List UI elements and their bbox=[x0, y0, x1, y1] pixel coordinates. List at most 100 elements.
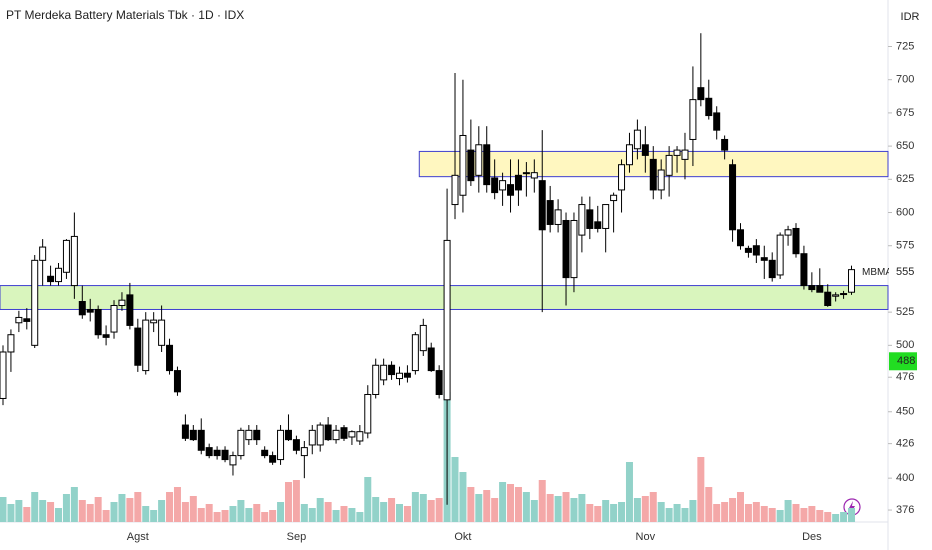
volume-bar bbox=[713, 504, 721, 522]
candle-body bbox=[324, 424, 332, 441]
volume-bar bbox=[150, 510, 158, 522]
volume-bar bbox=[292, 480, 300, 522]
candle-body bbox=[94, 308, 102, 336]
volume-bar bbox=[435, 498, 443, 522]
volume-bar bbox=[316, 498, 324, 522]
candle-body bbox=[721, 138, 729, 151]
candle-body bbox=[142, 319, 150, 372]
volume-bar bbox=[697, 457, 705, 522]
y-tick-label: 476 bbox=[896, 371, 914, 383]
volume-bar bbox=[467, 487, 475, 522]
last-price-label: 555 bbox=[896, 266, 914, 278]
volume-bar bbox=[102, 510, 110, 522]
candle-body bbox=[277, 429, 285, 461]
y-tick-label: 525 bbox=[896, 306, 914, 318]
candle-body bbox=[816, 285, 824, 293]
volume-bar bbox=[300, 504, 308, 522]
volume-bar bbox=[824, 512, 832, 522]
candle-body bbox=[166, 344, 174, 372]
candle-body bbox=[411, 334, 419, 372]
volume-bar bbox=[94, 497, 102, 522]
volume-bar bbox=[396, 504, 403, 522]
candle-body bbox=[39, 246, 47, 261]
candle-body bbox=[356, 431, 364, 442]
candle-body bbox=[562, 219, 570, 279]
volume-bar bbox=[372, 497, 380, 522]
candle-body bbox=[0, 351, 7, 399]
volume-bar bbox=[189, 496, 197, 522]
volume-bar bbox=[792, 504, 800, 522]
currency[interactable]: IDR bbox=[901, 11, 920, 23]
candle-body bbox=[7, 334, 15, 353]
volume-bar bbox=[7, 504, 15, 522]
candle-body bbox=[784, 229, 792, 236]
candle-body bbox=[507, 184, 515, 196]
volume-bar bbox=[530, 500, 538, 522]
chart-title: PT Merdeka Battery Materials Tbk · 1D · … bbox=[6, 8, 244, 22]
volume-bar bbox=[586, 504, 594, 522]
volume-bar bbox=[816, 510, 824, 522]
volume-bar bbox=[324, 502, 332, 522]
volume-bar bbox=[459, 472, 467, 522]
candle-body bbox=[800, 253, 808, 287]
volume-bar bbox=[451, 457, 459, 522]
candle-body bbox=[23, 318, 31, 322]
volume-bar bbox=[308, 508, 316, 522]
volume-bar bbox=[118, 494, 126, 522]
candle-body bbox=[388, 364, 396, 376]
volume-bar bbox=[380, 502, 388, 522]
volume-bar bbox=[70, 487, 78, 522]
volume-bar bbox=[499, 482, 507, 522]
candle-body bbox=[86, 308, 94, 313]
volume-bar bbox=[832, 514, 840, 522]
volume-bar bbox=[546, 494, 554, 522]
volume-bar bbox=[388, 498, 396, 522]
volume-bar bbox=[205, 504, 213, 522]
volume-bar bbox=[625, 462, 633, 522]
candle-body bbox=[316, 424, 324, 446]
y-tick-label: 400 bbox=[896, 472, 914, 484]
candle-body bbox=[625, 144, 633, 166]
volume-bar bbox=[340, 506, 348, 522]
candle-body bbox=[300, 447, 308, 457]
volume-bar bbox=[229, 506, 237, 522]
y-tick-label: 725 bbox=[896, 40, 914, 52]
candle-body bbox=[673, 149, 681, 156]
y-tick-label: 600 bbox=[896, 206, 914, 218]
candle-body bbox=[427, 347, 435, 372]
candle-body bbox=[110, 304, 118, 333]
volume-bar bbox=[277, 502, 285, 522]
volume-bar bbox=[705, 487, 713, 522]
candle-body bbox=[570, 219, 578, 279]
candle-body bbox=[348, 431, 356, 438]
volume-bar bbox=[665, 508, 673, 522]
volume-bar bbox=[142, 506, 150, 522]
x-tick-label: Nov bbox=[636, 531, 656, 543]
candle-body bbox=[594, 221, 602, 229]
plot bbox=[0, 33, 889, 522]
candle-body bbox=[499, 180, 507, 191]
volume-bar bbox=[610, 504, 618, 522]
candle-body bbox=[340, 427, 348, 439]
volume-bar bbox=[522, 492, 530, 522]
candle-body bbox=[459, 134, 467, 196]
volume-bar bbox=[475, 494, 483, 522]
candle-body bbox=[578, 204, 586, 236]
candle-body bbox=[419, 324, 427, 352]
candle-body bbox=[364, 393, 372, 434]
candle-body bbox=[435, 370, 443, 395]
volume-bar bbox=[221, 510, 229, 522]
volume-bar bbox=[776, 510, 784, 522]
volume-bar bbox=[808, 506, 816, 522]
volume-bar bbox=[237, 500, 245, 522]
candle-body bbox=[618, 164, 626, 191]
volume-bar bbox=[23, 507, 31, 522]
last-price-box bbox=[889, 264, 919, 281]
candle-body bbox=[602, 204, 610, 229]
volume-bar bbox=[633, 498, 641, 522]
volume-bar bbox=[491, 498, 499, 522]
candle-body bbox=[530, 172, 538, 179]
volume-bar bbox=[332, 510, 340, 522]
candle-body bbox=[752, 245, 760, 256]
